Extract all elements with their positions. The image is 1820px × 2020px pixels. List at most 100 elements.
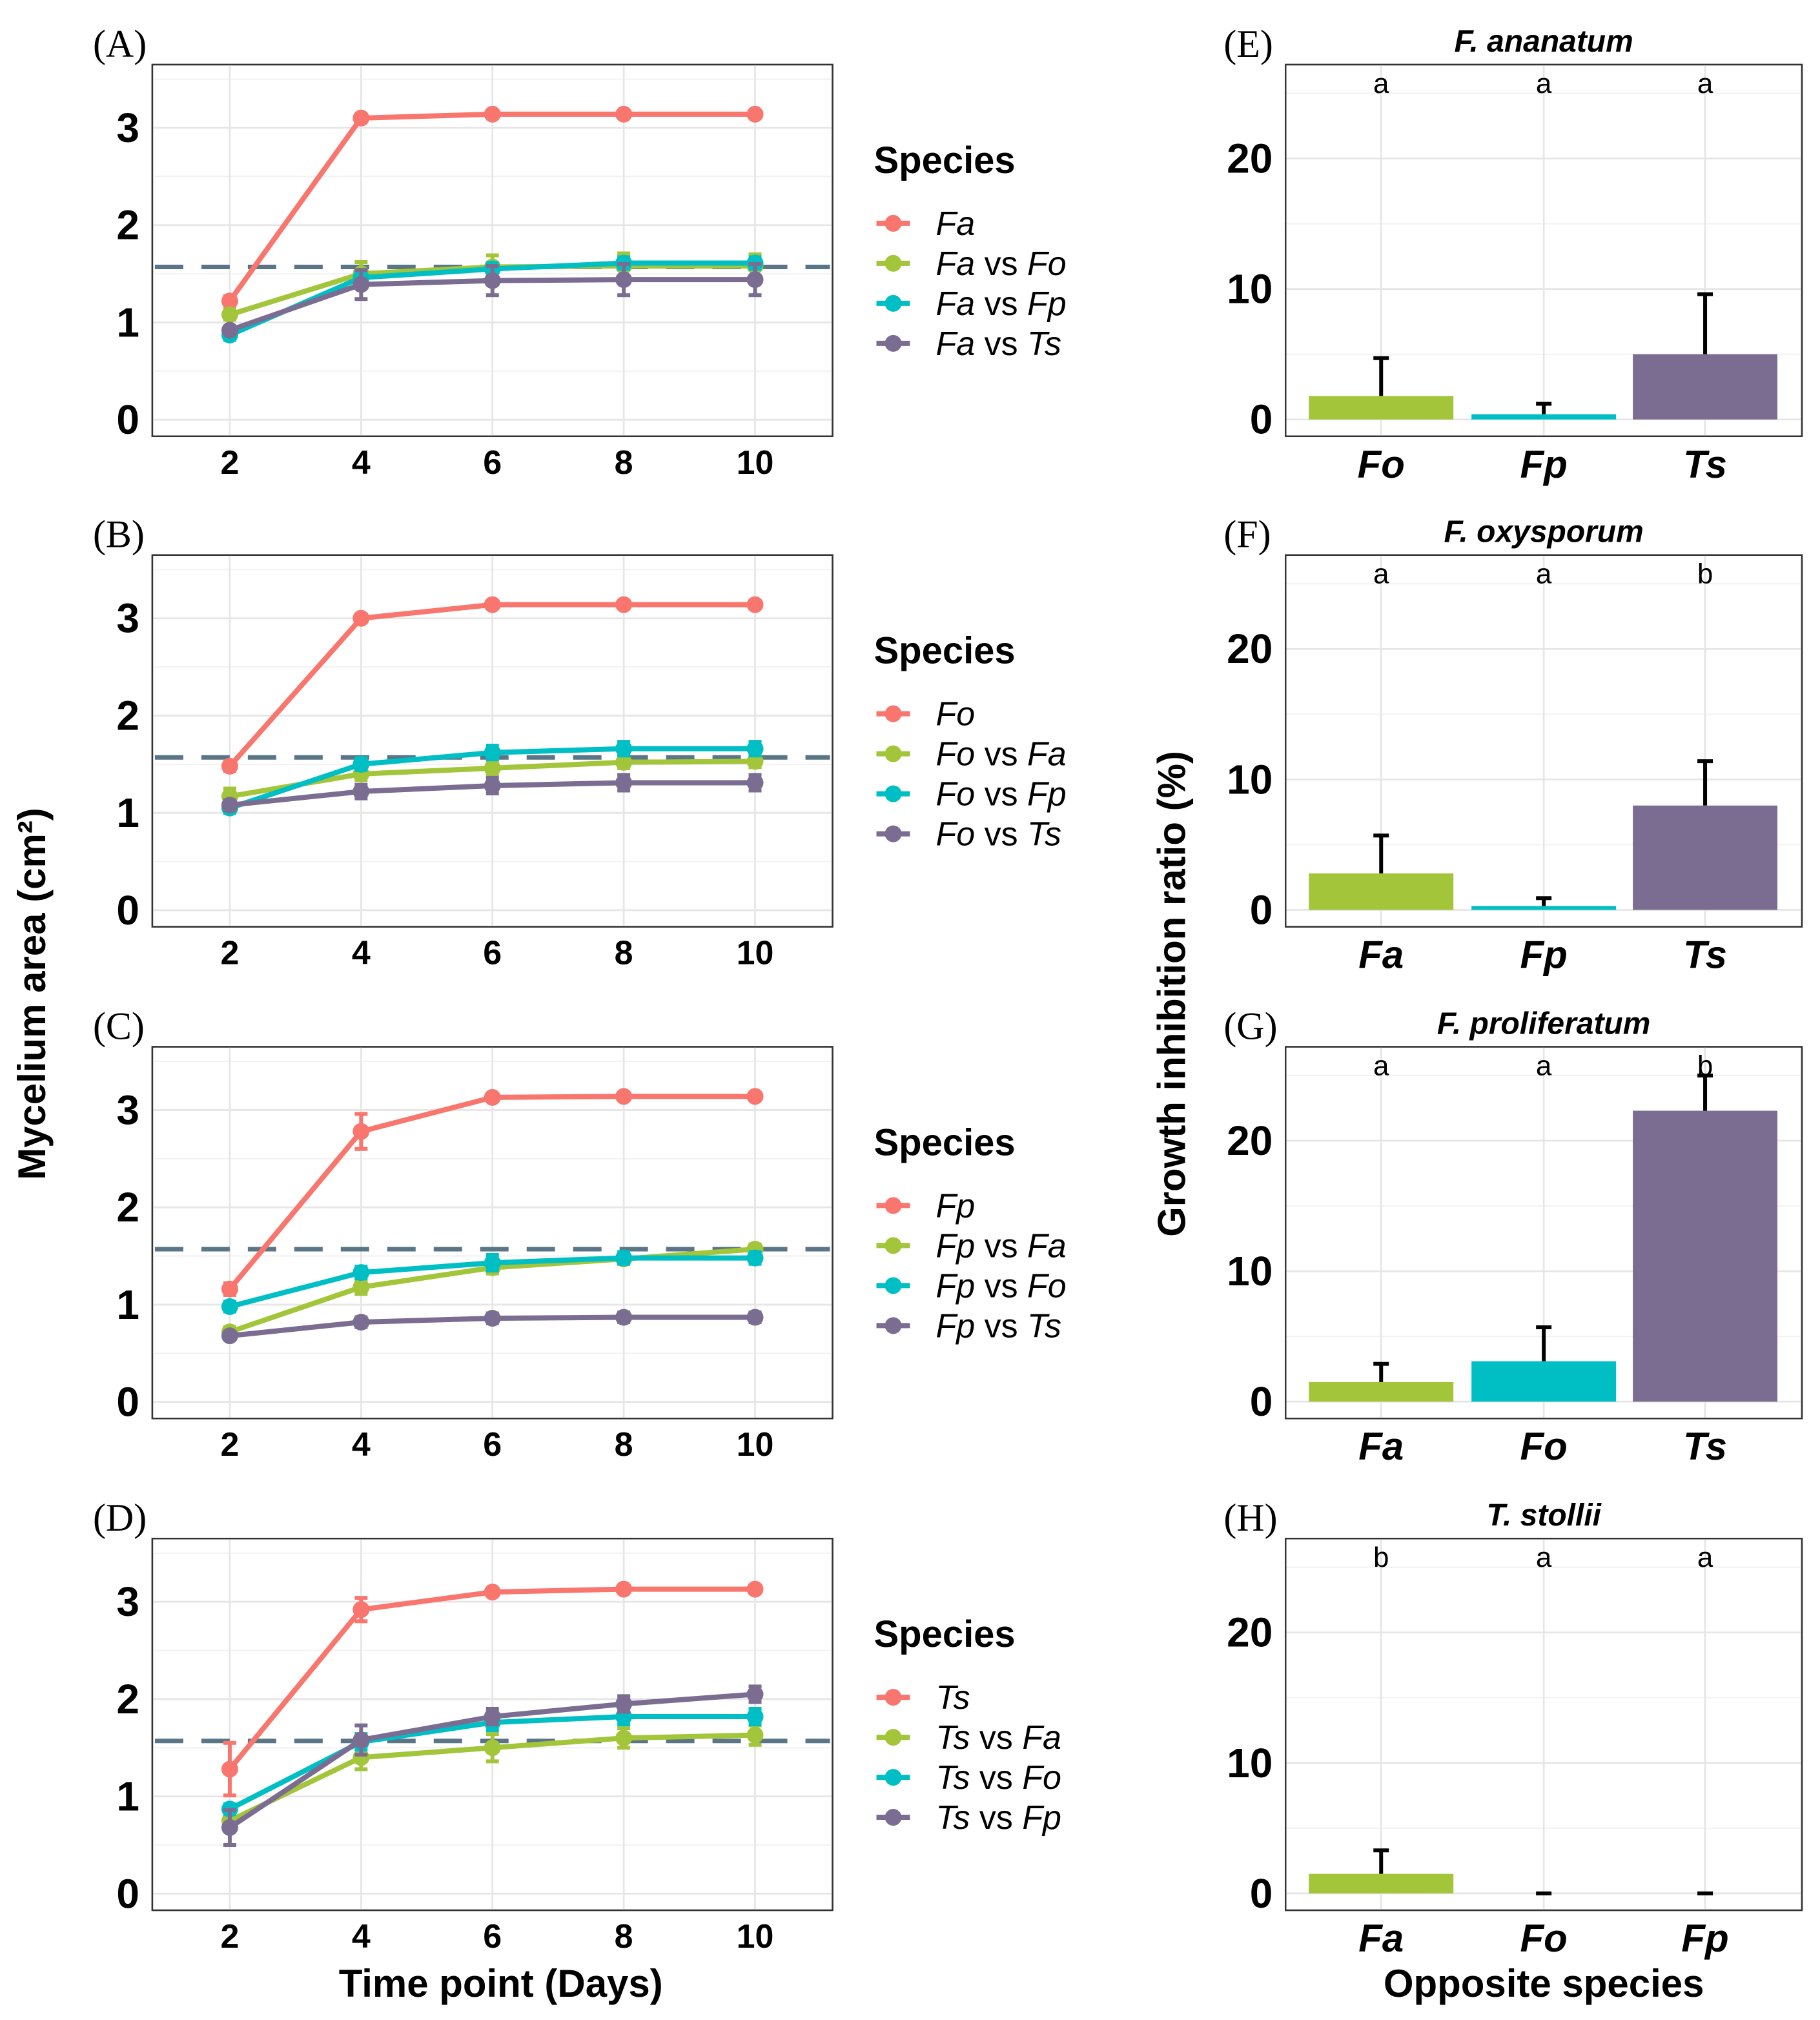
x-tick-label: 4 (352, 1918, 371, 1955)
y-tick-label: 3 (116, 595, 139, 642)
panel-label: (B) (93, 513, 145, 556)
x-tick-label: 2 (220, 1918, 239, 1955)
y-tick-label: 0 (116, 396, 139, 443)
legend-label: Ts vs Fa (936, 1719, 1061, 1757)
y-tick-label: 2 (116, 1676, 139, 1722)
y-tick-label: 0 (1250, 1378, 1273, 1425)
y-tick-label: 0 (1250, 396, 1273, 443)
legend-key-point (884, 785, 902, 802)
x-tick-label: 6 (483, 444, 502, 482)
x-tick-label: Fp (1520, 443, 1568, 486)
data-point (353, 755, 370, 773)
series-fa (221, 105, 764, 310)
x-tick-label: 10 (737, 935, 774, 972)
data-point (746, 1088, 764, 1105)
legend-key-point (884, 1277, 902, 1294)
data-point (615, 1695, 633, 1713)
y-tick-label: 20 (1227, 626, 1273, 672)
x-tick-label: 4 (352, 444, 371, 482)
data-point (615, 1249, 633, 1267)
x-tick-label: 10 (737, 444, 774, 482)
line-x-axis-title: Time point (Days) (339, 1962, 663, 2005)
x-tick-label: Ts (1683, 1425, 1727, 1468)
x-tick-label: 2 (220, 1426, 239, 1464)
panel-label: (D) (93, 1496, 147, 1539)
data-point (353, 1264, 370, 1281)
x-tick-label: Fp (1681, 1917, 1728, 1960)
data-point (746, 105, 764, 123)
x-tick-label: 4 (352, 1426, 371, 1464)
data-point (615, 1088, 633, 1105)
data-point (221, 321, 238, 339)
y-tick-label: 10 (1227, 1740, 1273, 1786)
data-point (353, 1601, 370, 1618)
data-point (221, 1298, 238, 1315)
significance-letter: a (1697, 68, 1713, 99)
data-point (353, 1314, 370, 1331)
significance-letter: a (1536, 1542, 1552, 1573)
data-point (221, 1280, 238, 1298)
series-fo-vs-fp (221, 740, 764, 817)
data-point (746, 1249, 764, 1267)
bar-fa (1309, 1873, 1454, 1893)
data-point (615, 1309, 633, 1326)
legend-title: Species (874, 1614, 1016, 1655)
panel-h: 0 10 20 b Fa a Fo a Fp (H) T. stollii (1223, 1496, 1803, 1960)
data-point (484, 777, 501, 794)
bar-fa (1309, 1382, 1454, 1402)
legend-label: Ts vs Fo (936, 1759, 1061, 1797)
plot-border (151, 1046, 833, 1420)
data-point (615, 1580, 633, 1598)
data-point (484, 759, 501, 777)
series-fo-vs-ts (221, 773, 764, 814)
data-point (484, 1739, 501, 1757)
legend-key-point (884, 825, 902, 842)
legend-label: Fa vs Fo (936, 245, 1066, 283)
plot-border (1285, 1046, 1803, 1420)
x-tick-label: Fa (1358, 1425, 1404, 1468)
data-point (746, 740, 764, 757)
plot-border (151, 63, 833, 438)
legend-title: Species (874, 1122, 1016, 1163)
data-point (746, 271, 764, 289)
bar-fo (1471, 1361, 1617, 1402)
panel-label: (G) (1223, 1005, 1277, 1047)
y-tick-label: 0 (1250, 1870, 1273, 1917)
series-fp-vs-ts (221, 1309, 764, 1345)
legend-key-point (884, 1809, 902, 1826)
y-tick-label: 20 (1227, 136, 1273, 182)
significance-letter: a (1373, 68, 1389, 99)
legend-label: Fp (936, 1187, 975, 1225)
data-point (484, 1088, 501, 1106)
bar-fa (1309, 873, 1454, 910)
bar-ts (1633, 805, 1778, 910)
data-point (615, 1729, 633, 1747)
data-point (746, 774, 764, 791)
data-point (746, 1580, 764, 1598)
data-point (615, 740, 633, 757)
legend-label: Ts (936, 1679, 970, 1717)
data-point (484, 1708, 501, 1726)
data-point (221, 757, 238, 775)
y-tick-label: 0 (116, 1379, 139, 1425)
panel-label: (H) (1223, 1496, 1277, 1539)
panel-title: F. proliferatum (1437, 1006, 1651, 1041)
data-point (746, 1708, 764, 1726)
x-tick-label: 8 (615, 1918, 633, 1955)
significance-letter: a (1536, 1050, 1552, 1081)
y-tick-label: 2 (116, 202, 139, 249)
legend-key-point (884, 1769, 902, 1786)
significance-letter: a (1373, 1050, 1389, 1081)
data-point (484, 105, 501, 123)
data-point (746, 1309, 764, 1326)
panel-label: (C) (93, 1005, 145, 1047)
legend-label: Fp vs Fa (936, 1227, 1066, 1265)
data-point (484, 1310, 501, 1327)
data-point (221, 797, 238, 814)
